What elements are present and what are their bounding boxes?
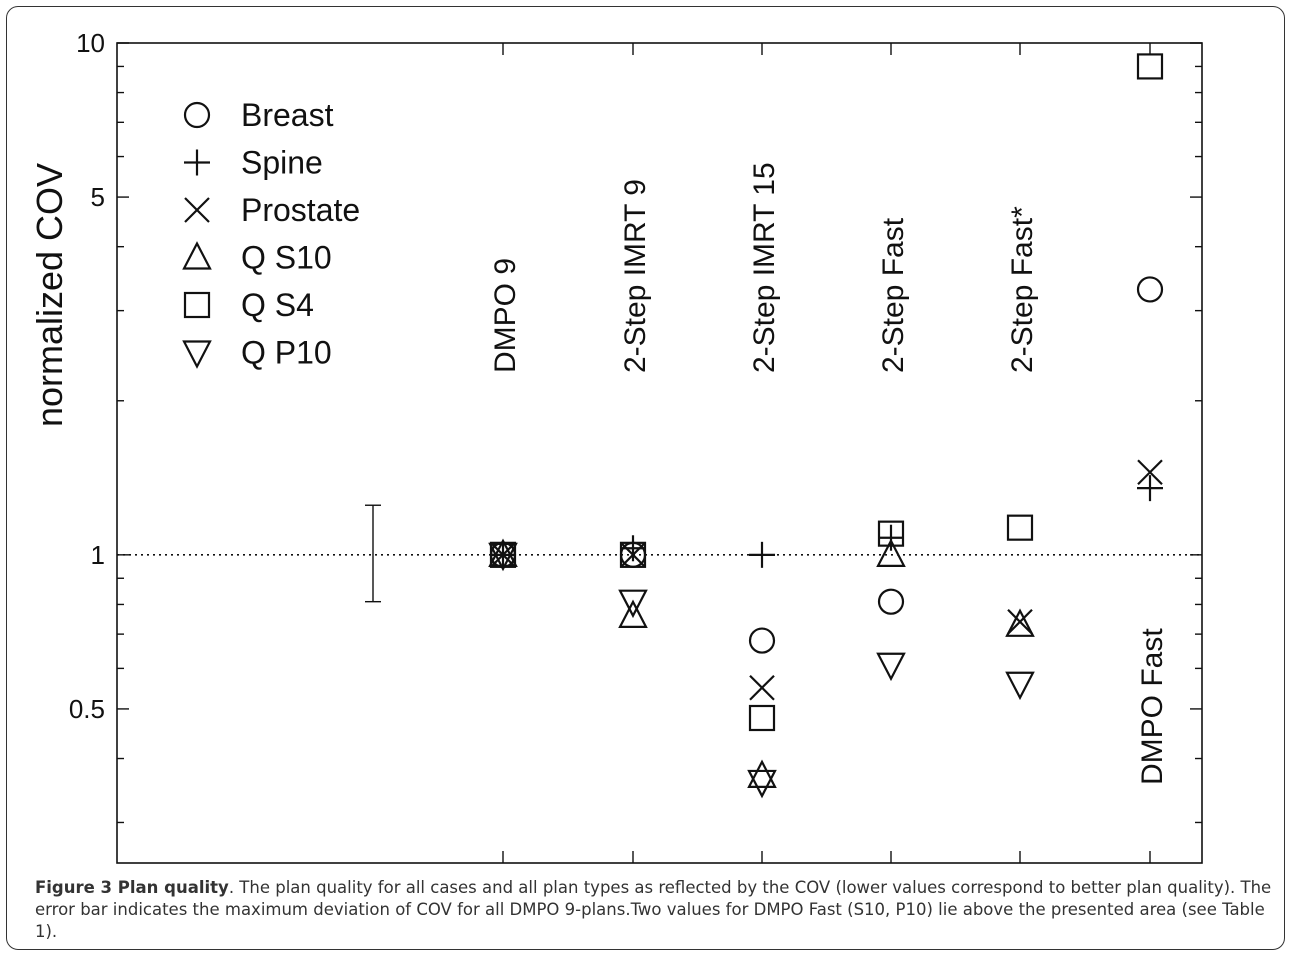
category-labels: DMPO 9 2-Step IMRT 9 2-Step IMRT 15 2-Step … [489,162,1169,785]
data-point-spine [1137,475,1163,502]
data-point-q-s10 [1005,608,1035,637]
legend-marker-cross [184,197,210,223]
legend-label: Q S4 [241,287,314,323]
legend-marker-circle [183,101,211,129]
caption-text: . The plan quality for all cases and all… [35,878,1272,941]
legend: Breast Spine Prostate Q S10 Q S4 Q P10 [182,97,360,371]
data-point-q-s10 [876,538,906,567]
data-point-breast [1136,276,1164,303]
data-point-spine [749,541,775,568]
category-label: 2-Step Fast [877,217,910,373]
plot-area-border [116,42,1203,864]
y-tick-label: 10 [76,28,105,58]
category-label: 2-Step IMRT 9 [619,179,652,373]
legend-entry: Q P10 [182,335,332,371]
legend-marker-plus [184,149,210,176]
cross-b [1137,459,1163,486]
category-label: 2-Step IMRT 15 [748,162,781,373]
legend-entry: Spine [184,145,323,181]
data-point-prostate [1007,608,1033,635]
data-point-breast [748,627,776,654]
legend-marker-triangle-down [182,340,212,369]
data-point-prostate [1137,459,1163,486]
data-point-q-p10 [876,652,906,682]
data-point-q-s4 [1006,514,1034,541]
legend-entry: Q S4 [183,287,314,323]
cross-b [184,197,210,223]
category-label: DMPO 9 [489,258,522,373]
data-point-breast [877,588,905,615]
category-label: 2-Step Fast* [1006,206,1039,373]
data-point-prostate [749,674,775,701]
cross-b [490,542,516,568]
legend-marker-square [183,291,211,319]
legend-label: Spine [241,145,323,181]
data-point-q-p10 [1005,671,1035,701]
data-point-q-p10 [747,769,777,799]
y-tick-label: 0.5 [69,694,105,724]
data-point-q-s4 [1136,53,1164,80]
cross-b [749,674,775,701]
legend-entry: Prostate [184,192,360,228]
data-point-prostate [490,542,516,568]
data-point-q-s10 [747,759,777,788]
data-points [488,53,1164,799]
data-point-q-p10 [488,542,518,572]
legend-label: Q S10 [241,240,332,276]
data-point-q-s4 [619,541,647,568]
data-point-spine [878,524,904,551]
legend-marker-triangle-up [182,241,212,270]
data-point-q-p10 [618,589,648,619]
data-point-q-s4 [877,520,905,547]
cross-b [1007,608,1033,635]
cross-b [620,542,646,568]
y-axis-label: normalized COV [29,163,70,427]
y-tick-label: 5 [91,182,105,212]
y-tick-label: 1 [91,540,105,570]
legend-label: Prostate [241,192,360,228]
legend-label: Q P10 [241,335,332,371]
data-point-q-s10 [618,599,648,628]
caption-label: Figure 3 Plan quality [35,878,229,897]
cov-scatter-chart: 0.5 1 5 10 DMPO 9 2-Step IMRT 9 2-Step IMRT 1… [29,28,1203,864]
category-label: DMPO Fast [1136,628,1169,785]
data-point-q-s4 [748,704,776,732]
figure-caption: Figure 3 Plan quality. The plan quality … [35,877,1273,943]
plot-axes: 0.5 1 5 10 [69,28,1203,864]
legend-entry: Breast [183,97,334,133]
figure-frame: 0.5 1 5 10 DMPO 9 2-Step IMRT 9 2-Step IMRT 1… [6,6,1285,950]
legend-label: Breast [241,97,334,133]
data-point-prostate [620,542,646,568]
data-point-spine [620,535,646,562]
legend-entry: Q S10 [182,240,332,276]
error-bar-group [365,504,381,603]
